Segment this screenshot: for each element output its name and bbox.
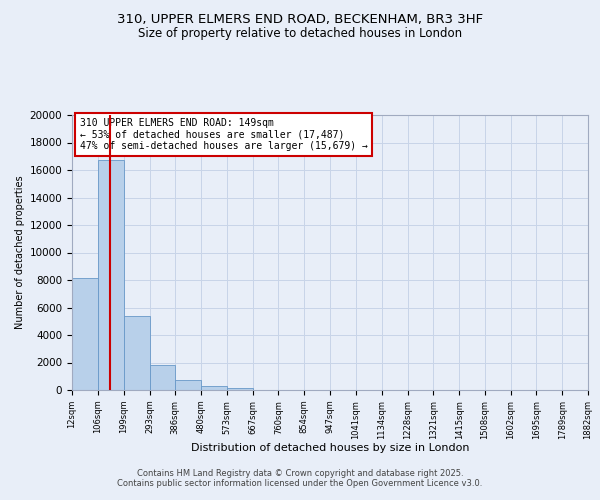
Text: 310, UPPER ELMERS END ROAD, BECKENHAM, BR3 3HF: 310, UPPER ELMERS END ROAD, BECKENHAM, B… [117,12,483,26]
Bar [72,278,98,390]
Y-axis label: Number of detached properties: Number of detached properties [16,176,25,330]
Text: Contains HM Land Registry data © Crown copyright and database right 2025.: Contains HM Land Registry data © Crown c… [137,468,463,477]
Text: 310 UPPER ELMERS END ROAD: 149sqm
← 53% of detached houses are smaller (17,487)
: 310 UPPER ELMERS END ROAD: 149sqm ← 53% … [80,118,368,151]
Text: Size of property relative to detached houses in London: Size of property relative to detached ho… [138,28,462,40]
Text: Contains public sector information licensed under the Open Government Licence v3: Contains public sector information licen… [118,478,482,488]
Bar [124,316,149,390]
Bar [175,380,201,390]
Bar [201,386,227,390]
Bar [227,388,253,390]
Bar [149,365,175,390]
Bar [98,160,124,390]
X-axis label: Distribution of detached houses by size in London: Distribution of detached houses by size … [191,443,469,453]
